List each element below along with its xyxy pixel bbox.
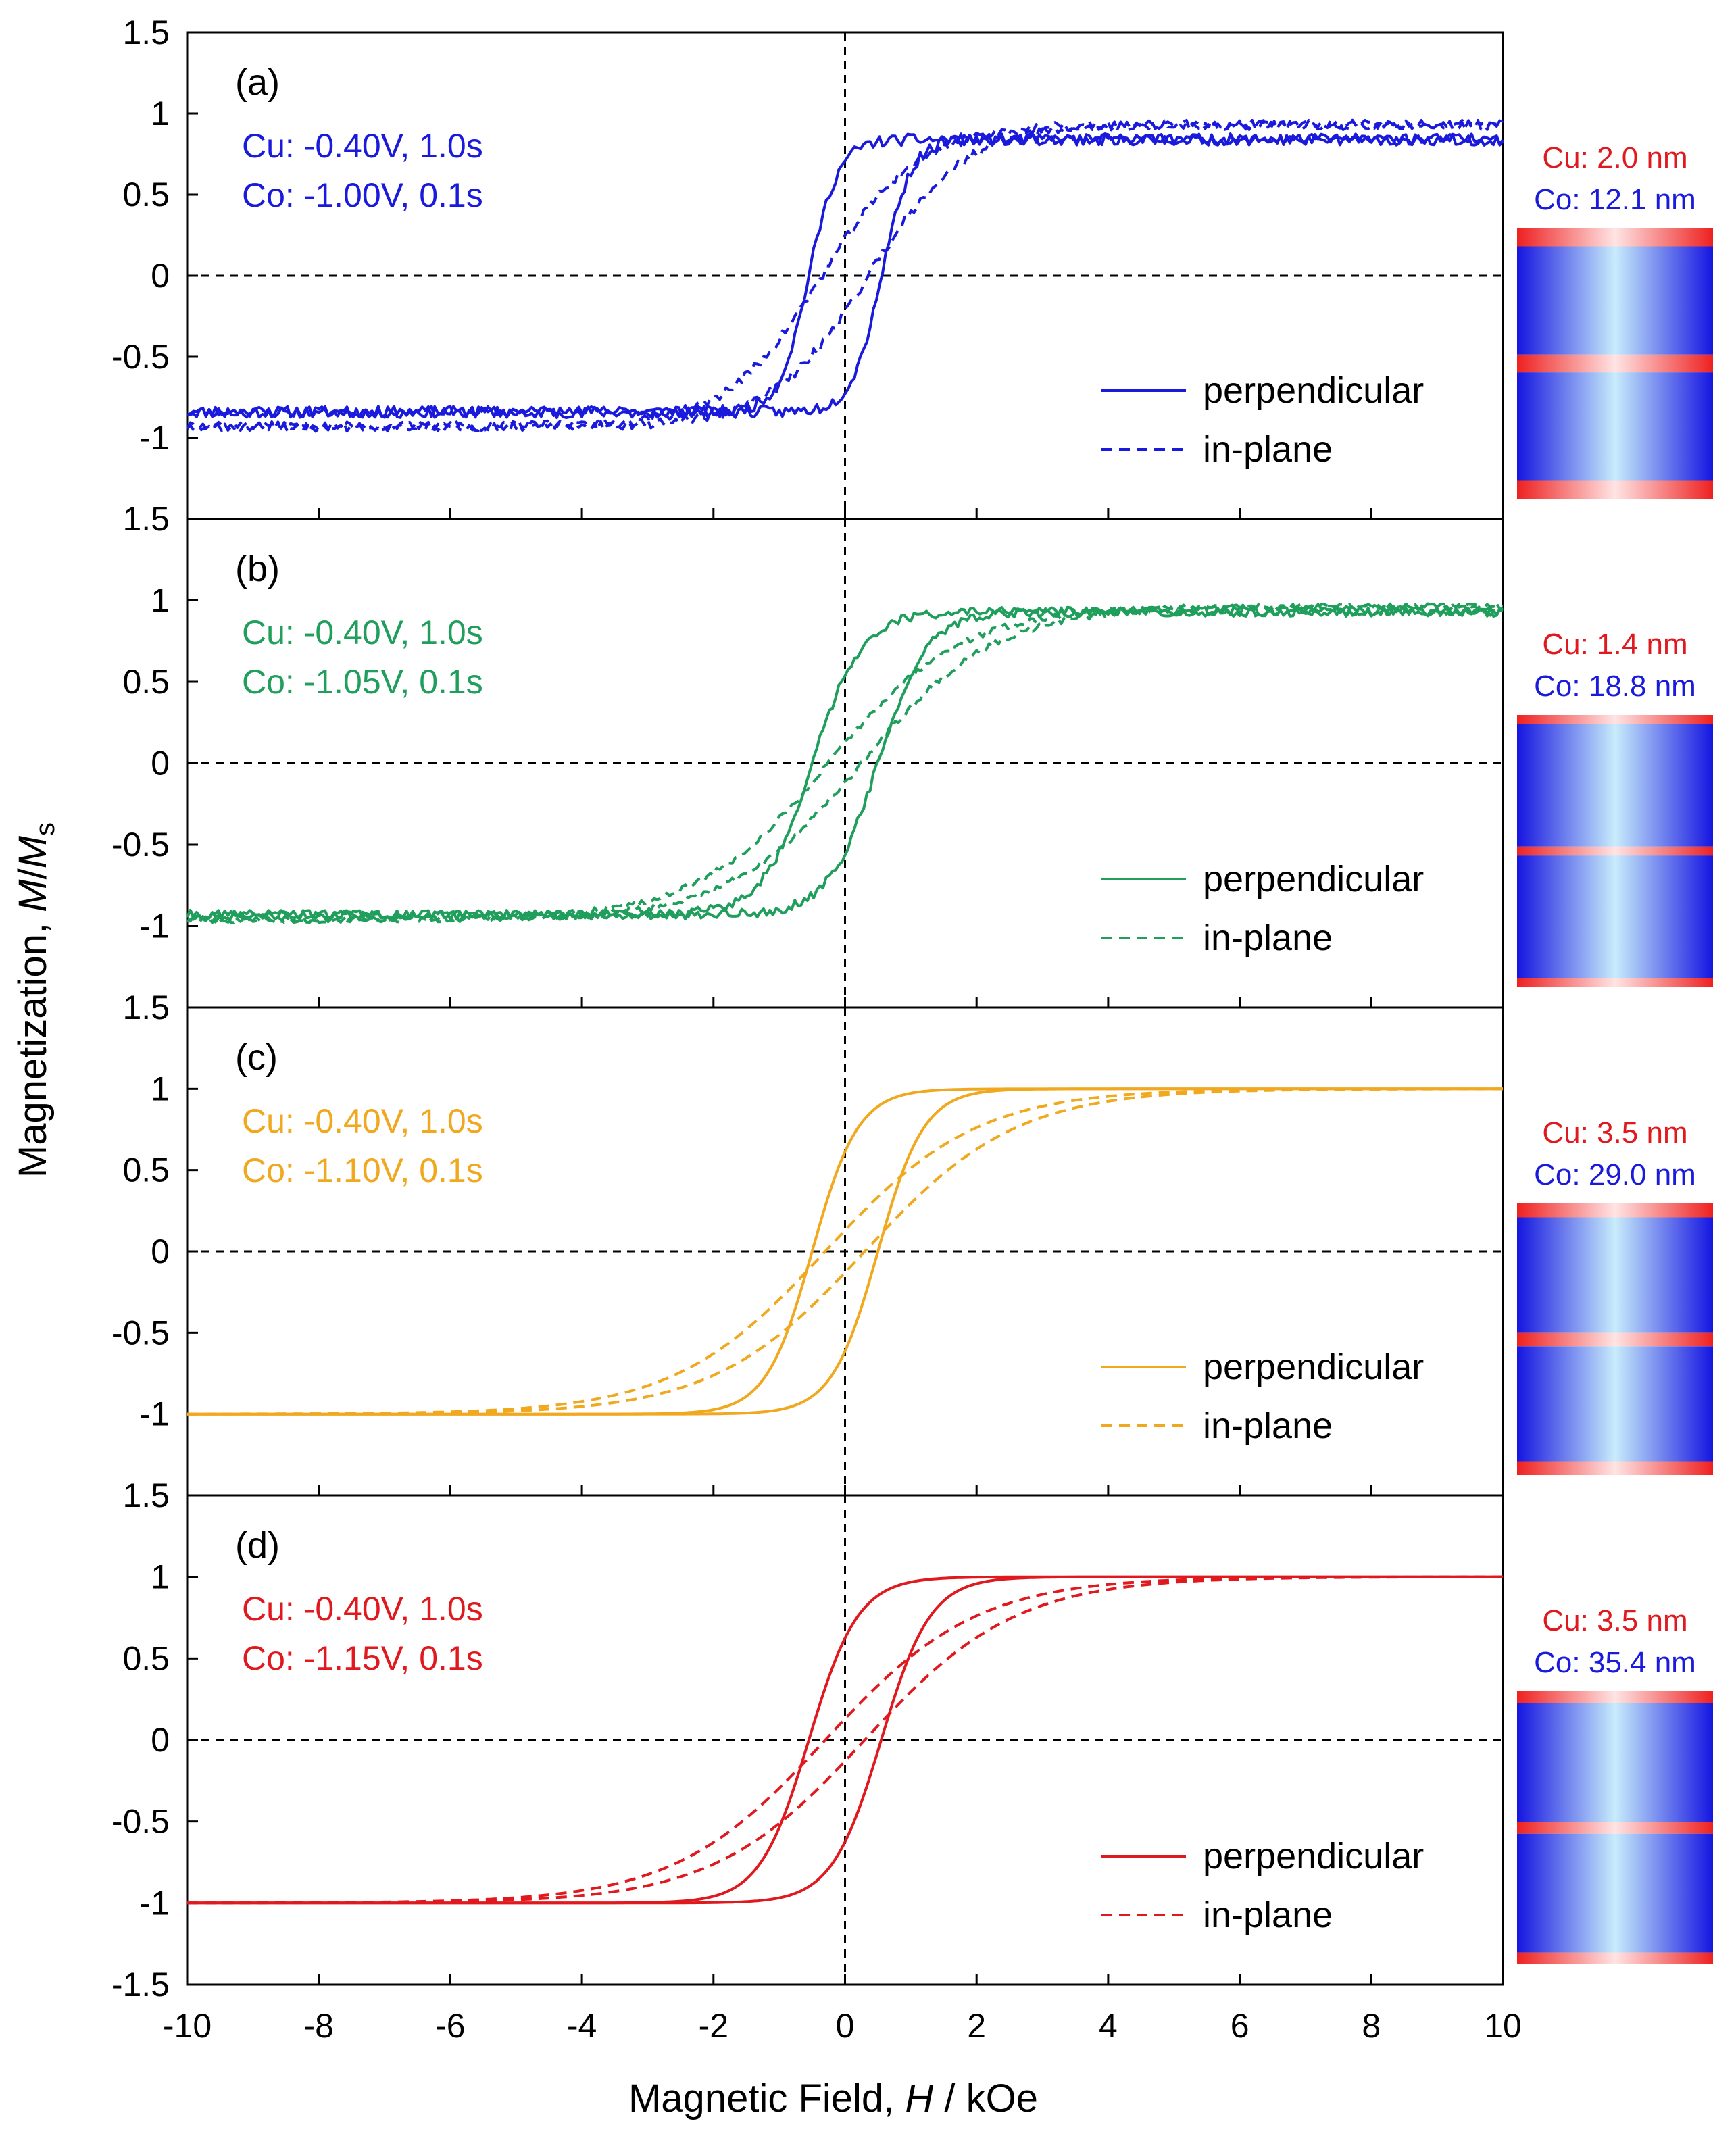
x-tick-label: 8	[1362, 2007, 1381, 2045]
cu-layer	[1517, 715, 1713, 724]
co-thickness-label: Co: 18.8 nm	[1534, 670, 1696, 703]
co-deposition-condition: Co: -1.00V, 0.1s	[242, 176, 483, 214]
y-tick-label: -1	[140, 1395, 170, 1433]
co-layer	[1517, 1703, 1713, 1822]
co-layer	[1517, 372, 1713, 481]
perpendicular-ascending-branch	[187, 132, 1504, 419]
legend-perpendicular-label: perpendicular	[1203, 1836, 1424, 1876]
legend-perpendicular-label: perpendicular	[1203, 370, 1424, 411]
cu-deposition-condition: Cu: -0.40V, 1.0s	[242, 1590, 483, 1628]
cu-deposition-condition: Cu: -0.40V, 1.0s	[242, 127, 483, 165]
y-tick-label: -0.5	[111, 338, 170, 376]
cu-layer	[1517, 846, 1713, 856]
y-tick-label: 0.5	[122, 176, 170, 214]
cu-layer	[1517, 1332, 1713, 1347]
y-tick-label: -0.5	[111, 826, 170, 864]
legend-in-plane-label: in-plane	[1203, 429, 1333, 470]
y-tick-label: -1.5	[111, 1966, 170, 2004]
y-tick-label: 1.5	[122, 500, 170, 538]
co-layer	[1517, 1346, 1713, 1462]
cu-thickness-label: Cu: 3.5 nm	[1542, 1604, 1687, 1637]
y-tick-label: -1	[140, 419, 170, 457]
cu-deposition-condition: Cu: -0.40V, 1.0s	[242, 614, 483, 651]
y-tick-label: 1.5	[122, 14, 170, 51]
y-tick-label: 1	[151, 1070, 170, 1108]
legend-perpendicular-label: perpendicular	[1203, 859, 1424, 899]
cu-thickness-label: Cu: 3.5 nm	[1542, 1116, 1687, 1149]
panel-b: 1.5 1 0.5 0 -0.5 -1 (b) Cu: -0.40V, 1.0s Co: -1.…	[111, 500, 1713, 1009]
y-tick-label: -1	[140, 907, 170, 945]
y-axis-label: Magnetization, M/Ms	[11, 822, 60, 1178]
x-tick-label: -10	[163, 2007, 212, 2045]
in-plane-ascending-branch	[186, 118, 1504, 433]
co-layer	[1517, 246, 1713, 355]
cu-layer	[1517, 228, 1713, 247]
co-thickness-label: Co: 29.0 nm	[1534, 1158, 1696, 1191]
y-tick-label: 1	[151, 95, 170, 132]
cu-layer	[1517, 1203, 1713, 1218]
y-tick-label: -0.5	[111, 1314, 170, 1351]
cu-layer	[1517, 1952, 1713, 1964]
x-axis-label: Magnetic Field, H / kOe	[628, 2076, 1038, 2120]
cu-layer	[1517, 1461, 1713, 1475]
y-tick-label: 0	[151, 745, 170, 782]
co-layer	[1517, 724, 1713, 847]
legend-perpendicular-label: perpendicular	[1203, 1347, 1424, 1387]
perpendicular-descending-branch	[186, 605, 1504, 921]
legend-in-plane-label: in-plane	[1203, 918, 1333, 958]
co-layer	[1517, 1217, 1713, 1333]
y-tick-label: 1.5	[122, 989, 170, 1026]
cu-layer	[1517, 1822, 1713, 1834]
cu-layer	[1517, 1691, 1713, 1703]
y-tick-label: 0	[151, 1233, 170, 1270]
cu-layer	[1517, 978, 1713, 987]
panel-d: 1.5 1 0.5 0 -0.5 -1 -1.5 (d) Cu: -0.40V, 1.0s Co:…	[111, 1476, 1713, 2045]
panel-a: 1.5 1 0.5 0 -0.5 -1 (a) Cu: -0.40V, 1.0s Co: -1.…	[111, 14, 1713, 520]
cu-deposition-condition: Cu: -0.40V, 1.0s	[242, 1102, 483, 1140]
co-deposition-condition: Co: -1.15V, 0.1s	[242, 1639, 483, 1677]
x-tick-label: -6	[435, 2007, 465, 2045]
y-tick-label: 1	[151, 1558, 170, 1596]
panel-label: (b)	[235, 549, 280, 589]
panel-label: (a)	[235, 62, 280, 103]
co-thickness-label: Co: 12.1 nm	[1534, 183, 1696, 216]
panel-label: (d)	[235, 1525, 280, 1566]
cu-layer	[1517, 480, 1713, 499]
cu-layer	[1517, 354, 1713, 373]
y-tick-label: -1	[140, 1884, 170, 1922]
x-tick-label: 2	[967, 2007, 986, 2045]
y-tick-label: 0.5	[122, 1639, 170, 1677]
y-tick-label: 1	[151, 582, 170, 620]
co-layer	[1517, 1833, 1713, 1953]
x-tick-label: -4	[567, 2007, 597, 2045]
y-tick-label: 0	[151, 257, 170, 295]
y-tick-label: 1.5	[122, 1476, 170, 1514]
co-thickness-label: Co: 35.4 nm	[1534, 1646, 1696, 1679]
in-plane-ascending-branch	[187, 1575, 1503, 1905]
y-tick-label: 0.5	[122, 663, 170, 701]
panel-label: (c)	[235, 1037, 278, 1078]
in-plane-ascending-branch	[187, 1087, 1503, 1416]
y-tick-label: -0.5	[111, 1803, 170, 1841]
cu-thickness-label: Cu: 1.4 nm	[1542, 628, 1687, 661]
x-tick-label: 0	[836, 2007, 855, 2045]
x-tick-label: 4	[1099, 2007, 1118, 2045]
in-plane-descending-branch	[186, 118, 1504, 433]
y-tick-label: 0.5	[122, 1151, 170, 1189]
co-layer	[1517, 855, 1713, 978]
x-tick-label: 6	[1231, 2007, 1249, 2045]
cu-thickness-label: Cu: 2.0 nm	[1542, 141, 1687, 174]
in-plane-ascending-branch	[186, 602, 1504, 924]
legend-in-plane-label: in-plane	[1203, 1895, 1333, 1935]
legend-in-plane-label: in-plane	[1203, 1405, 1333, 1446]
panel-c: 1.5 1 0.5 0 -0.5 -1 (c) Cu: -0.40V, 1.0s Co: -1.…	[111, 989, 1713, 1497]
x-tick-label: -2	[699, 2007, 728, 2045]
y-tick-label: 0	[151, 1721, 170, 1759]
x-tick-label: 10	[1484, 2007, 1522, 2045]
x-tick-label: -8	[303, 2007, 333, 2045]
co-deposition-condition: Co: -1.10V, 0.1s	[242, 1151, 483, 1189]
co-deposition-condition: Co: -1.05V, 0.1s	[242, 663, 483, 701]
